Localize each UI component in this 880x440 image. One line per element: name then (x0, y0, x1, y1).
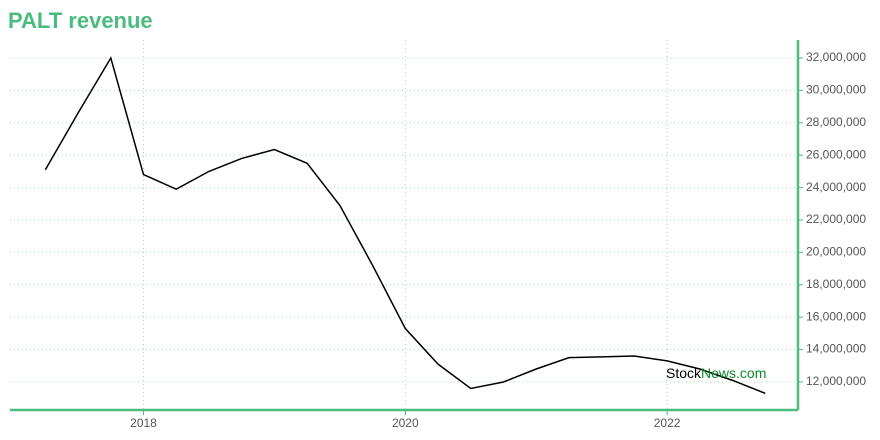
y-tick-label: 20,000,000 (806, 245, 866, 259)
y-tick-label: 24,000,000 (806, 180, 866, 194)
line (44, 56, 766, 395)
y-tick-label: 14,000,000 (806, 342, 866, 356)
watermark-b: News.com (701, 365, 766, 381)
y-tick-label: 12,000,000 (806, 374, 866, 388)
y-tick-label: 32,000,000 (806, 50, 866, 64)
chart-title: PALT revenue (8, 8, 153, 33)
y-tick-label: 26,000,000 (806, 147, 866, 161)
y-tick-label: 22,000,000 (806, 212, 866, 226)
y-tick-label: 18,000,000 (806, 277, 866, 291)
y-tick-label: 16,000,000 (806, 309, 866, 323)
watermark-a: Stock (666, 365, 702, 381)
y-tick-label: 28,000,000 (806, 115, 866, 129)
x-tick-label: 2022 (654, 416, 681, 430)
watermark: StockNews.com (666, 365, 766, 381)
x-tick-label: 2018 (130, 416, 157, 430)
y-tick-label: 30,000,000 (806, 83, 866, 97)
x-tick-label: 2020 (392, 416, 419, 430)
